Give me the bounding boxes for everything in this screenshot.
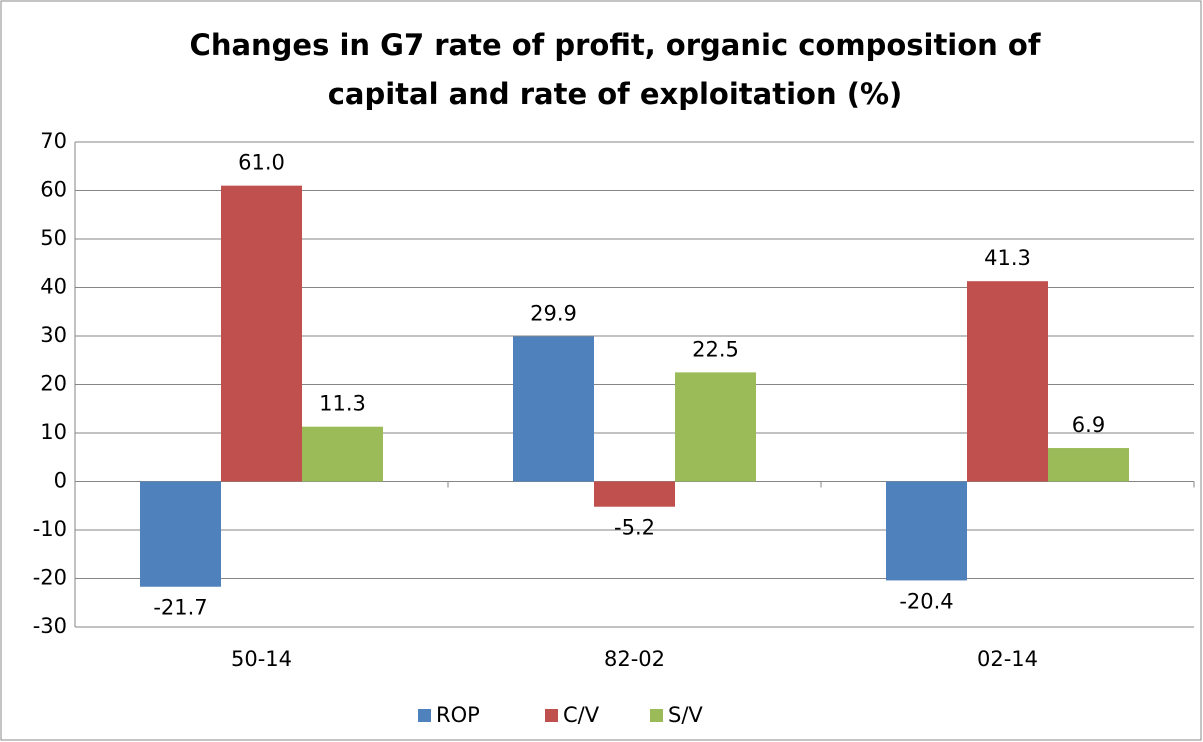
bar — [675, 372, 756, 482]
bar — [221, 185, 302, 482]
y-tick-label: 40 — [40, 275, 67, 299]
value-label: 41.3 — [984, 246, 1031, 270]
y-tick-label: 0 — [54, 469, 67, 493]
bar — [1048, 448, 1129, 482]
legend-label: ROP — [436, 703, 480, 727]
y-tick-label: 30 — [40, 323, 67, 347]
bar — [886, 481, 967, 581]
legend-swatch — [545, 709, 558, 722]
bar — [967, 281, 1048, 482]
x-tick-label: 02-14 — [977, 647, 1038, 671]
value-label: 6.9 — [1072, 413, 1105, 437]
y-tick-label: 50 — [40, 226, 67, 250]
y-tick-label: 10 — [40, 420, 67, 444]
chart-title: Changes in G7 rate of profit, organic co… — [190, 28, 1041, 62]
y-tick-label: -10 — [33, 517, 67, 541]
y-tick-label: -20 — [33, 566, 67, 590]
y-tick-label: -30 — [33, 614, 67, 638]
x-tick-label: 50-14 — [231, 647, 292, 671]
legend-swatch — [418, 709, 431, 722]
value-label: -5.2 — [614, 516, 655, 540]
x-tick-label: 82-02 — [604, 647, 665, 671]
y-tick-label: 70 — [40, 129, 67, 153]
bar — [594, 481, 675, 507]
value-label: 61.0 — [238, 151, 285, 175]
bar — [140, 481, 221, 587]
y-tick-label: 60 — [40, 178, 67, 202]
bar — [513, 336, 594, 482]
value-label: 29.9 — [530, 301, 577, 325]
legend-label: C/V — [563, 703, 600, 727]
legend-label: S/V — [668, 703, 703, 727]
legend-swatch — [650, 709, 663, 722]
bar — [302, 426, 383, 482]
value-label: 22.5 — [692, 337, 739, 361]
chart-title: capital and rate of exploitation (%) — [328, 77, 903, 111]
value-label: -21.7 — [153, 596, 207, 620]
value-label: 11.3 — [319, 392, 366, 416]
y-tick-label: 20 — [40, 372, 67, 396]
value-label: -20.4 — [899, 589, 953, 613]
